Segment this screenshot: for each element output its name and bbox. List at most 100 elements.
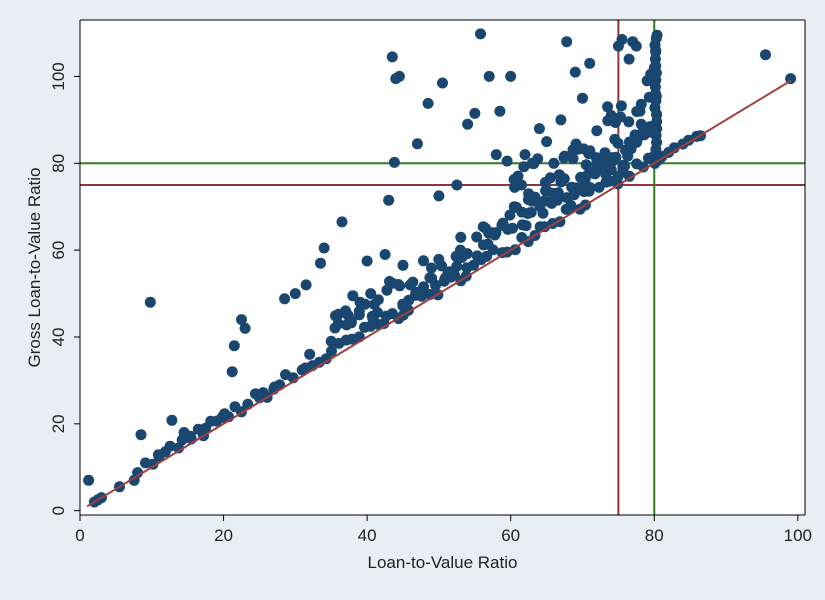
- data-point: [455, 231, 467, 243]
- data-point: [490, 149, 502, 161]
- y-tick-label: 40: [49, 328, 68, 347]
- data-point: [300, 279, 312, 291]
- data-point: [651, 29, 663, 41]
- data-point: [418, 255, 429, 267]
- data-point: [426, 272, 438, 284]
- data-point: [509, 244, 521, 256]
- data-point: [523, 188, 535, 200]
- data-point: [469, 107, 481, 119]
- data-point: [380, 310, 392, 322]
- data-point: [518, 161, 530, 173]
- data-point: [610, 151, 622, 163]
- data-point: [617, 159, 629, 171]
- x-tick-label: 80: [645, 526, 664, 545]
- data-point: [519, 149, 531, 161]
- data-point: [602, 101, 614, 113]
- data-point: [553, 169, 565, 181]
- data-point: [565, 199, 577, 211]
- fit-line-layer: [86, 79, 792, 508]
- data-point: [630, 40, 642, 52]
- data-point: [384, 276, 395, 287]
- data-point: [144, 296, 156, 308]
- data-point: [388, 156, 400, 168]
- data-point: [332, 318, 344, 330]
- x-tick-label: 0: [75, 526, 84, 545]
- y-tick-label: 20: [49, 414, 68, 433]
- data-point: [383, 194, 395, 206]
- data-point: [135, 429, 147, 441]
- data-point: [164, 440, 176, 452]
- data-point: [594, 162, 606, 174]
- fit-line: [86, 79, 792, 508]
- data-point: [418, 281, 430, 293]
- x-tick-label: 20: [214, 526, 233, 545]
- data-point: [544, 172, 556, 184]
- data-point: [615, 111, 627, 123]
- data-point: [584, 57, 596, 69]
- data-point: [336, 216, 348, 228]
- data-point: [650, 44, 662, 56]
- data-point: [454, 244, 466, 256]
- data-point: [178, 427, 190, 438]
- data-point: [494, 105, 506, 117]
- data-point: [505, 70, 517, 82]
- x-axis-title: Loan-to-Value Ratio: [368, 553, 518, 572]
- data-point: [200, 422, 212, 434]
- data-point: [605, 110, 617, 121]
- data-point: [551, 194, 563, 206]
- data-point: [279, 293, 291, 305]
- data-point: [315, 257, 326, 269]
- data-point: [397, 259, 409, 271]
- data-point: [226, 366, 238, 378]
- data-point: [437, 77, 448, 89]
- data-point: [426, 262, 437, 274]
- data-point: [228, 340, 240, 352]
- data-point: [631, 134, 643, 146]
- data-point: [345, 317, 357, 329]
- data-point: [580, 170, 592, 182]
- data-point: [555, 114, 567, 126]
- y-axis-title: Gross Loan-to-Value Ratio: [25, 167, 44, 367]
- data-point: [637, 161, 649, 173]
- data-point: [526, 157, 538, 169]
- data-point: [83, 474, 95, 486]
- data-point: [433, 190, 445, 202]
- data-point: [471, 250, 483, 262]
- data-point: [436, 260, 448, 272]
- data-point: [541, 136, 553, 148]
- data-point: [504, 209, 516, 221]
- data-point: [507, 222, 518, 234]
- data-point: [379, 249, 391, 260]
- data-point: [404, 279, 416, 291]
- data-point: [318, 242, 330, 254]
- data-point: [132, 467, 144, 479]
- data-point: [591, 125, 603, 137]
- data-point: [516, 179, 527, 191]
- data-point: [566, 181, 578, 193]
- data-point: [347, 290, 359, 302]
- data-point: [354, 296, 366, 308]
- data-point: [533, 123, 545, 135]
- data-point: [623, 53, 635, 65]
- data-point: [501, 155, 513, 167]
- data-point: [569, 66, 581, 78]
- data-point: [462, 118, 474, 130]
- data-point: [325, 335, 337, 347]
- data-point: [239, 322, 251, 334]
- data-point: [623, 116, 635, 128]
- data-point: [612, 171, 624, 182]
- data-point: [471, 231, 483, 243]
- scatter-points: [83, 28, 797, 508]
- data-point: [558, 152, 570, 164]
- y-tick-label: 100: [49, 62, 68, 90]
- data-point: [386, 51, 398, 63]
- data-point: [411, 138, 423, 150]
- y-tick-label: 0: [49, 506, 68, 515]
- y-tick-label: 80: [49, 154, 68, 173]
- data-point: [512, 170, 524, 182]
- data-point: [147, 458, 159, 470]
- data-point: [634, 105, 646, 117]
- data-point: [393, 70, 405, 82]
- data-point: [368, 298, 380, 310]
